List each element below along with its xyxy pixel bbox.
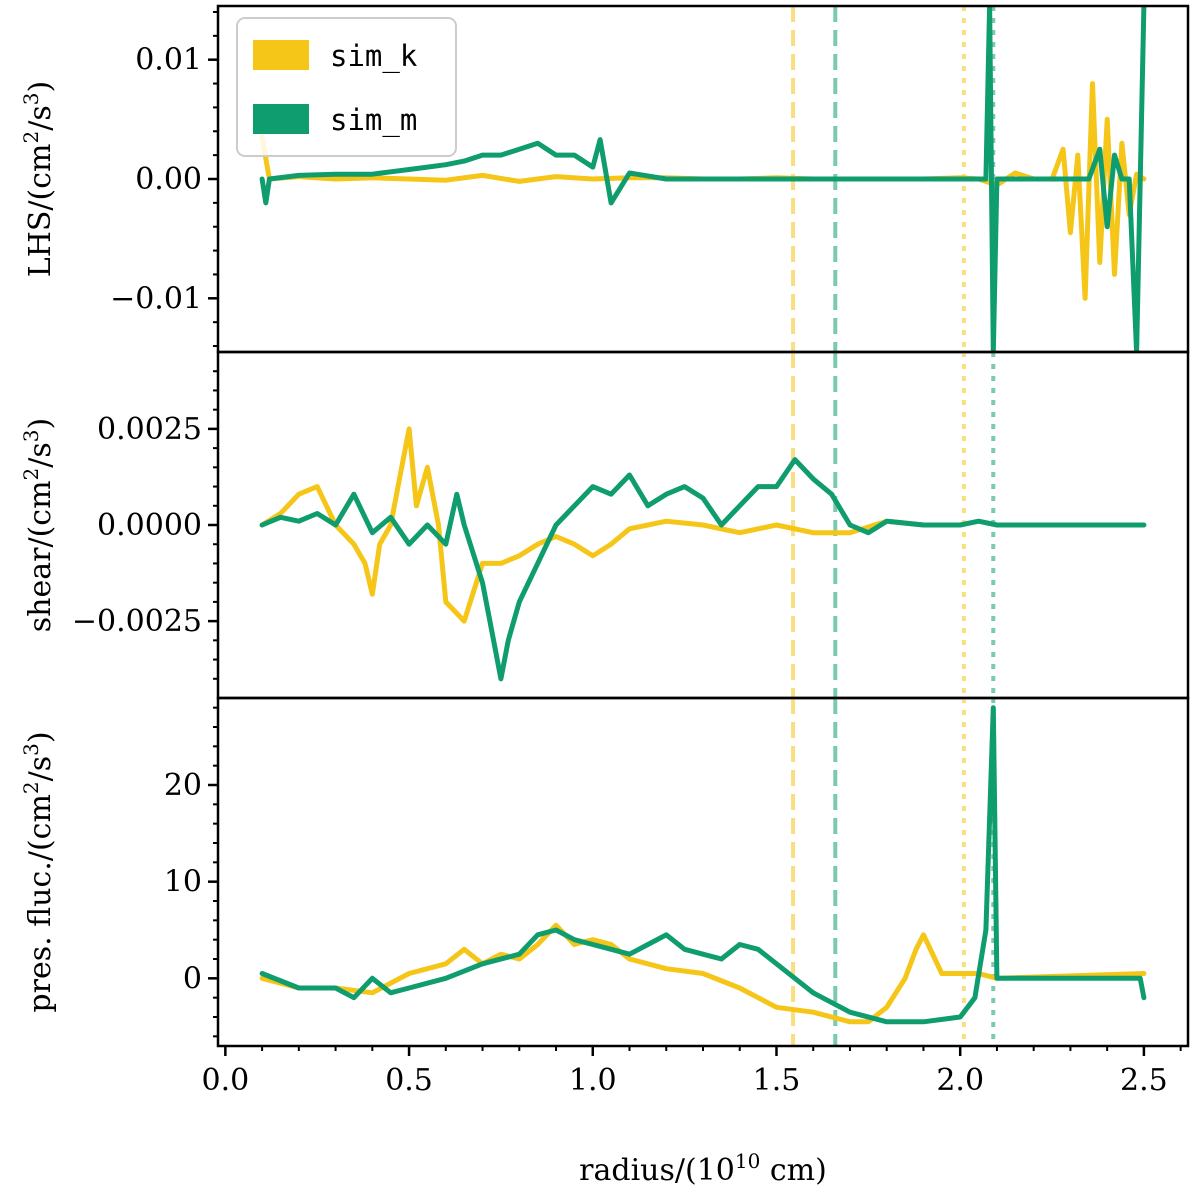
legend-swatch-sim_k	[253, 40, 309, 70]
y-tick-label: 20	[164, 768, 202, 803]
y-axis-label-shear: shear/(cm2/s3)	[19, 418, 58, 632]
y-tick-label: −0.01	[110, 281, 202, 316]
series-group-shear	[259, 426, 1147, 682]
series-sim_k-shear	[259, 426, 963, 624]
y-tick-label: 0.0000	[97, 508, 202, 543]
series-sim_m-pres	[259, 705, 1147, 1025]
x-tick-label: 1.5	[753, 1063, 801, 1098]
y-tick-label: 0.01	[135, 43, 202, 78]
legend-label-sim_k: sim_k	[330, 39, 418, 74]
y-tick-label: 0	[183, 961, 202, 996]
series-group-lhs	[259, 6, 1147, 352]
y-axis-label-pres: pres. fluc./(cm2/s3)	[19, 731, 58, 1012]
series-group-pres	[259, 705, 1147, 1025]
panel-lhs: −0.01 0.00 0.01 LHS/(cm2/s3)	[19, 4, 1190, 354]
x-tick-label: 2.0	[936, 1063, 984, 1098]
series-sim_m-lhs	[259, 6, 1147, 352]
y-tick-label: 0.00	[135, 162, 202, 197]
panel-pres: 0 10 20 pres. fluc./(cm2/s3)	[19, 696, 1190, 1048]
x-axis: 0.0 0.5 1.0 1.5 2.0 2.5 radius/(1010 cm)	[201, 1046, 1182, 1188]
legend-swatch-sim_m	[253, 104, 309, 134]
series-sim_m-shear	[259, 457, 1147, 682]
y-tick-label: −0.0025	[72, 604, 202, 639]
panel-shear: −0.0025 0.0000 0.0025 shear/(cm2/s3)	[19, 350, 1190, 700]
x-tick-label: 1.0	[569, 1063, 617, 1098]
y-tick-label: 0.0025	[97, 412, 202, 447]
series-sim_k-pres	[259, 922, 1147, 1025]
y-tick-label: 10	[164, 865, 202, 900]
x-tick-label: 0.0	[201, 1063, 249, 1098]
legend: sim_k sim_m	[236, 17, 457, 157]
x-tick-label: 2.5	[1120, 1063, 1168, 1098]
x-axis-label: radius/(1010 cm)	[579, 1149, 827, 1188]
legend-label-sim_m: sim_m	[330, 103, 417, 138]
y-axis-label-lhs: LHS/(cm2/s3)	[19, 81, 58, 277]
x-tick-label: 0.5	[385, 1063, 433, 1098]
